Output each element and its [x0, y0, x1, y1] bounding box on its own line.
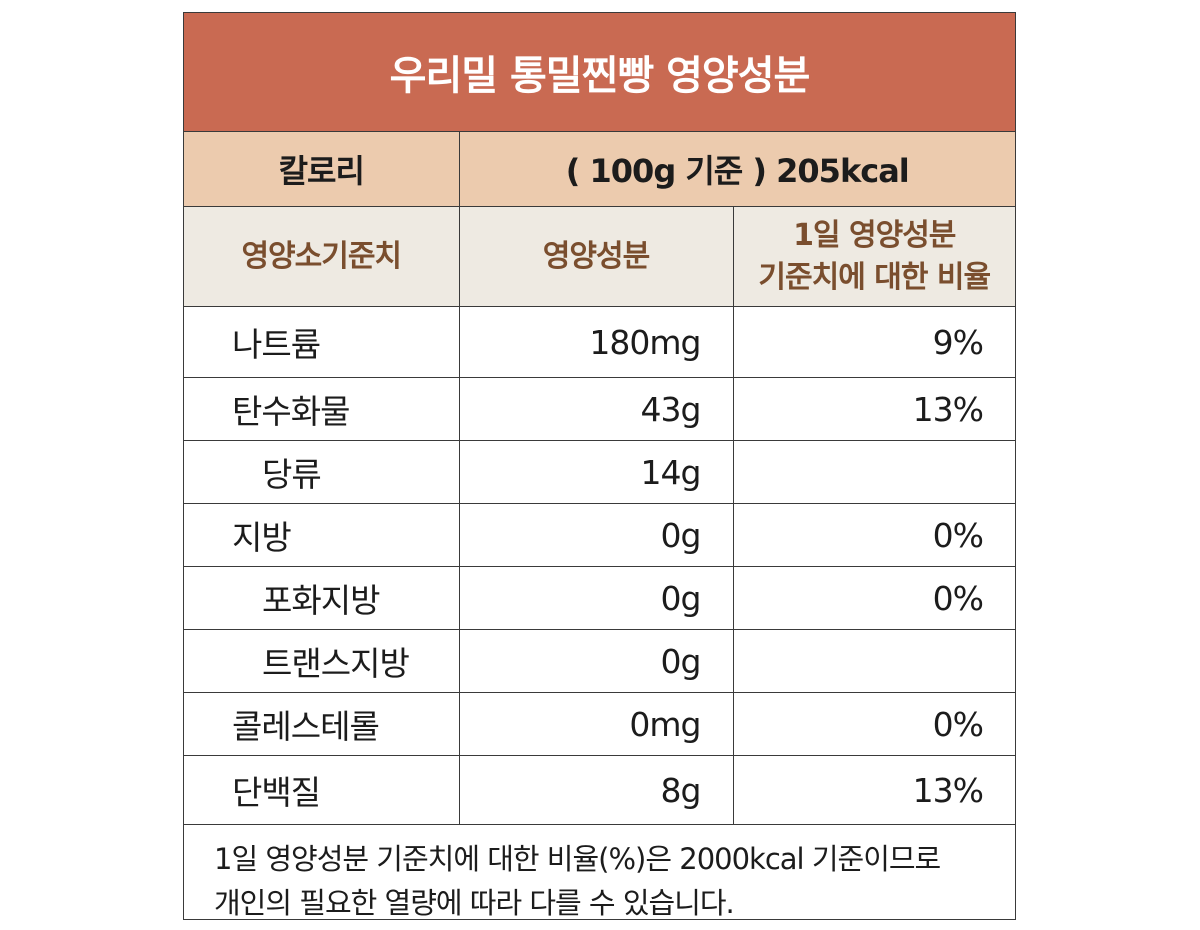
nutrient-name: 단백질	[184, 755, 460, 825]
calorie-row: 칼로리 ( 100g 기준 ) 205kcal	[184, 132, 1016, 207]
nutrient-name: 콜레스테롤	[184, 692, 460, 756]
nutrient-name: 트랜스지방	[184, 629, 460, 693]
nutrient-name: 당류	[184, 440, 460, 504]
nutrient-daily-percent: 0%	[732, 692, 1016, 756]
calorie-label: 칼로리	[184, 132, 460, 207]
table-row-protein: 단백질 8g 13%	[184, 755, 1016, 825]
nutrient-amount: 8g	[458, 755, 734, 825]
header-nutrient-reference: 영양소기준치	[184, 206, 460, 307]
nutrient-daily-percent: 0%	[732, 566, 1016, 630]
nutrient-amount: 0mg	[458, 692, 734, 756]
nutrient-amount: 0g	[458, 629, 734, 693]
footnote-line2: 개인의 필요한 열량에 따라 다를 수 있습니다.	[214, 886, 735, 920]
footnote: 1일 영양성분 기준치에 대한 비율(%)은 2000kcal 기준이므로 개인…	[184, 825, 1015, 925]
nutrient-name: 지방	[184, 503, 460, 567]
nutrient-amount: 180mg	[458, 306, 734, 378]
header-daily-percent-line1: 1일 영양성분	[793, 217, 956, 253]
header-daily-percent: 1일 영양성분 기준치에 대한 비율	[732, 206, 1016, 307]
table-row-saturated-fat: 포화지방 0g 0%	[184, 566, 1016, 630]
nutrient-daily-percent: 13%	[732, 377, 1016, 441]
nutrient-daily-percent: 0%	[732, 503, 1016, 567]
nutrition-title: 우리밀 통밀찐빵 영양성분	[184, 13, 1015, 132]
table-row-sugars: 당류 14g	[184, 440, 1016, 504]
table-row-trans-fat: 트랜스지방 0g	[184, 629, 1016, 693]
header-daily-percent-line2: 기준치에 대한 비율	[758, 259, 991, 295]
nutrient-daily-percent: 9%	[732, 306, 1016, 378]
table-row-carbohydrate: 탄수화물 43g 13%	[184, 377, 1016, 441]
table-row-fat: 지방 0g 0%	[184, 503, 1016, 567]
table-row-cholesterol: 콜레스테롤 0mg 0%	[184, 692, 1016, 756]
nutrient-amount: 0g	[458, 503, 734, 567]
calorie-value: ( 100g 기준 ) 205kcal	[458, 132, 1016, 207]
table-row-sodium: 나트륨 180mg 9%	[184, 306, 1016, 378]
header-nutrient-amount: 영양성분	[458, 206, 734, 307]
nutrient-daily-percent: 13%	[732, 755, 1016, 825]
nutrient-amount: 14g	[458, 440, 734, 504]
nutrition-facts-panel: 우리밀 통밀찐빵 영양성분 칼로리 ( 100g 기준 ) 205kcal 영양…	[183, 12, 1016, 920]
nutrient-name: 포화지방	[184, 566, 460, 630]
column-header-row: 영양소기준치 영양성분 1일 영양성분 기준치에 대한 비율	[184, 206, 1016, 307]
footnote-line1: 1일 영양성분 기준치에 대한 비율(%)은 2000kcal 기준이므로	[214, 842, 941, 876]
nutrient-amount: 43g	[458, 377, 734, 441]
nutrient-amount: 0g	[458, 566, 734, 630]
nutrient-name: 나트륨	[184, 306, 460, 378]
nutrient-name: 탄수화물	[184, 377, 460, 441]
nutrient-daily-percent	[732, 629, 1016, 693]
nutrient-daily-percent	[732, 440, 1016, 504]
nutrition-table: 칼로리 ( 100g 기준 ) 205kcal 영양소기준치 영양성분 1일 영…	[184, 132, 1016, 825]
